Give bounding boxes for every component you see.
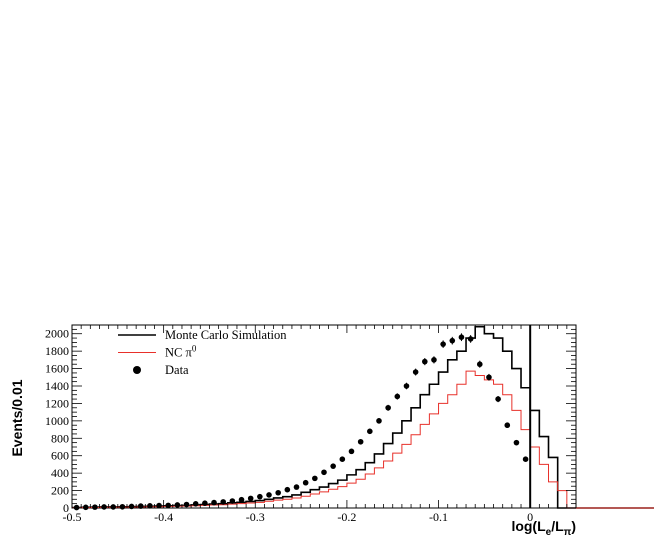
data-point [504, 422, 511, 429]
data-point [156, 502, 162, 509]
x-axis-title-main: log(L [511, 518, 546, 534]
data-point [247, 495, 254, 502]
y-tick-label: 1800 [45, 344, 69, 358]
data-point [522, 456, 529, 463]
data-point [486, 374, 492, 381]
data-point [513, 439, 520, 446]
legend-label-superscript: 0 [192, 344, 197, 354]
data-point [302, 479, 309, 486]
monte-carlo-histogram-line [72, 325, 654, 509]
legend-swatch-marker [133, 366, 141, 374]
x-axis-title-sub-pi: π [564, 527, 572, 538]
data-point [238, 496, 245, 503]
data-point [174, 502, 181, 508]
axis-ticks: -0.5 -0.4 -0.3 -0.2 -0.1 0 0 200 400 600 800 1000 12… [45, 324, 577, 524]
legend: Monte Carlo Simulation NC π0 Data [118, 328, 287, 377]
x-tick-label: 0 [527, 510, 533, 524]
y-tick-label: 1400 [45, 379, 69, 393]
y-tick-label: 400 [51, 466, 69, 480]
data-point [92, 504, 98, 510]
data-point [476, 361, 483, 368]
data-point [73, 504, 80, 511]
legend-label: Data [165, 363, 189, 377]
data-point [403, 383, 410, 389]
x-axis-title-end: ) [571, 518, 576, 534]
data-point [440, 341, 446, 347]
data-point [449, 337, 456, 344]
x-tick-label: -0.5 [63, 510, 82, 524]
data-point [137, 503, 144, 509]
data-point [339, 456, 346, 463]
data-point [119, 503, 126, 510]
data-point [422, 358, 428, 365]
data-point [183, 501, 190, 508]
data-point [147, 503, 153, 509]
data-point [348, 448, 355, 455]
data-point [257, 493, 263, 500]
data-point [293, 484, 300, 490]
data-point [211, 499, 217, 506]
series-data-points [73, 333, 529, 511]
data-point [357, 438, 364, 445]
data-point [220, 499, 226, 505]
data-point [312, 475, 318, 482]
x-axis-title: log(Le/Lπ) [511, 518, 576, 538]
data-point [467, 336, 474, 342]
series-monte-carlo-histogram [72, 325, 654, 509]
y-axis-title: Events/0.01 [9, 379, 25, 456]
legend-label: NC π0 [165, 344, 197, 360]
x-tick-label: -0.4 [154, 510, 173, 524]
data-point [128, 503, 135, 510]
data-point [367, 428, 373, 435]
data-point [385, 404, 391, 411]
y-tick-label: 0 [63, 501, 69, 515]
x-axis-title-mid: /L [551, 518, 564, 534]
legend-label: Monte Carlo Simulation [165, 328, 287, 342]
data-point [458, 334, 465, 341]
data-point [275, 489, 281, 496]
data-point [110, 504, 117, 510]
data-point [101, 504, 107, 510]
y-tick-label: 2000 [45, 327, 69, 341]
data-point [229, 498, 236, 504]
data-point [431, 357, 437, 363]
data-point [495, 396, 501, 402]
series-nc-pi0-histogram [72, 370, 654, 509]
data-point [412, 369, 419, 375]
nc-pi0-histogram-line [72, 370, 654, 509]
y-tick-label: 600 [51, 449, 69, 463]
data-point [266, 492, 272, 498]
y-tick-label: 1000 [45, 414, 69, 428]
data-point [165, 502, 172, 509]
y-tick-label: 1600 [45, 362, 69, 376]
data-point [376, 418, 382, 424]
data-point [82, 504, 89, 511]
data-point [192, 501, 199, 507]
data-point [202, 500, 208, 507]
x-tick-label: -0.2 [337, 510, 356, 524]
x-tick-label: -0.3 [246, 510, 265, 524]
x-axis-title-sub-e: e [546, 527, 552, 538]
y-tick-label: 800 [51, 431, 69, 445]
y-tick-label: 1200 [45, 396, 69, 410]
x-tick-label: -0.1 [429, 510, 448, 524]
data-point [284, 486, 291, 493]
data-point [394, 393, 401, 400]
data-point [330, 463, 336, 469]
y-tick-label: 200 [51, 484, 69, 498]
data-point [321, 469, 327, 476]
